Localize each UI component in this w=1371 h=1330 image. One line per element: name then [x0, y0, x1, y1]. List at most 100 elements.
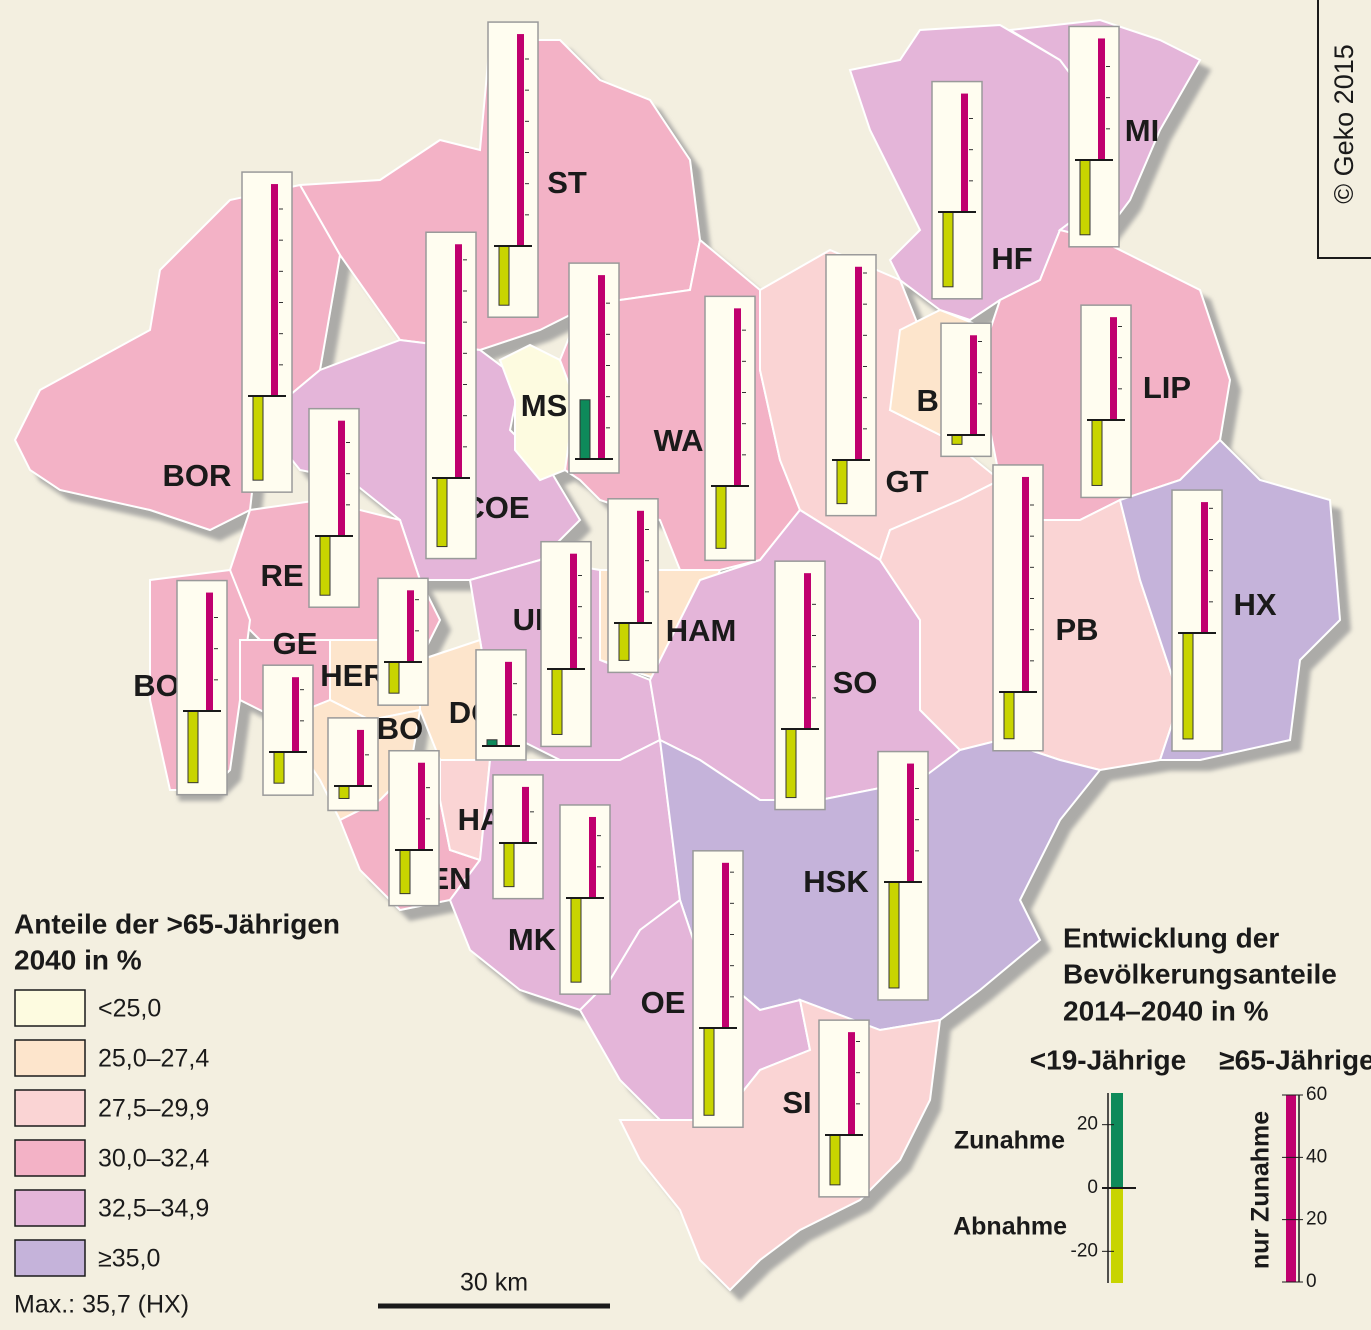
legend-class-label: ≥35,0	[98, 1245, 160, 1273]
bar-old	[570, 553, 577, 669]
legend-swatch	[14, 1189, 86, 1227]
legend-tick-label: 20	[1306, 1209, 1327, 1230]
scale-label: 30 km	[460, 1269, 528, 1297]
district-label: HAM	[666, 613, 737, 648]
district-label: GT	[885, 464, 928, 499]
legend-class-label: <25,0	[98, 995, 161, 1023]
bar-young	[785, 728, 797, 799]
bar-old	[722, 862, 729, 1028]
bar-young	[888, 881, 900, 989]
bar-young	[319, 535, 331, 596]
legend-swatch	[14, 989, 86, 1027]
chart-frame	[1080, 304, 1132, 499]
legend-tick-label: 0	[1306, 1271, 1317, 1292]
district-label: HF	[991, 241, 1032, 276]
district-label: GE	[273, 626, 318, 661]
bar-young	[273, 751, 285, 784]
chart-frame	[176, 579, 228, 796]
bar-young	[503, 842, 515, 888]
bar-young	[436, 477, 448, 548]
bar-young	[951, 434, 963, 445]
bar-old	[1098, 38, 1105, 161]
bar-young	[829, 1134, 841, 1186]
legend-title: 2040 in %	[14, 944, 142, 975]
legend-bar-decrease	[1111, 1188, 1123, 1283]
bar-old	[804, 573, 811, 729]
chart-frame	[487, 21, 539, 318]
bar-old	[907, 763, 914, 882]
bar-young	[187, 710, 199, 784]
district-label: HSK	[803, 864, 869, 899]
legend-class-label: 25,0–27,4	[98, 1045, 209, 1073]
chart-frame	[818, 1019, 870, 1198]
legend-swatch	[14, 1139, 86, 1177]
chart-frame	[931, 80, 983, 300]
chart-frame	[1171, 489, 1223, 752]
chart-frame	[262, 664, 314, 796]
district-label: PB	[1055, 612, 1098, 647]
chart-frame	[425, 231, 477, 560]
chart-frame	[540, 540, 592, 748]
bar-old	[1201, 502, 1208, 633]
legend-class-label: 30,0–32,4	[98, 1145, 209, 1173]
legend-swatch	[14, 1089, 86, 1127]
chart-frame	[692, 850, 744, 1129]
chart-frame	[940, 322, 992, 458]
copyright-box	[1317, 0, 1371, 259]
chart-frame	[704, 295, 756, 562]
chart-frame	[492, 774, 544, 900]
copyright: © Geko 2015	[1329, 44, 1359, 204]
bar-old	[522, 786, 529, 843]
bar-old	[517, 34, 524, 246]
legend-tick-label: 40	[1306, 1146, 1327, 1167]
district-label: BOR	[163, 458, 232, 493]
legend-swatch	[14, 1039, 86, 1077]
bar-young	[338, 785, 350, 799]
legend-swatch	[14, 1239, 86, 1277]
bar-young	[703, 1027, 715, 1116]
district-label: MK	[508, 922, 557, 957]
bar-old	[848, 1032, 855, 1135]
legend-bar-old	[1286, 1095, 1296, 1282]
bar-old	[970, 335, 977, 435]
bar-old	[734, 308, 741, 486]
district-label: SI	[782, 1085, 811, 1120]
bar-young	[1079, 159, 1091, 236]
bar-old	[637, 510, 644, 623]
legend-tick-label: -20	[1071, 1240, 1098, 1261]
bar-old	[1110, 317, 1117, 420]
district-label: OE	[641, 985, 686, 1020]
legend-title: Bevölkerungsanteile	[1063, 958, 1337, 989]
legend-label: <19-Jährige	[1030, 1044, 1186, 1075]
bar-old	[598, 275, 605, 459]
legend-bar-increase	[1111, 1093, 1123, 1188]
bar-young	[1182, 632, 1194, 740]
legend: Anteile der >65-Jährigen 2040 in % Max.:…	[14, 0, 1371, 1319]
bar-old	[418, 762, 425, 850]
legend-label: nur Zunahme	[1247, 1111, 1275, 1269]
bar-young	[1091, 419, 1103, 486]
legend-label: Abnahme	[953, 1213, 1067, 1241]
chart-frame	[774, 560, 826, 811]
chart-frame	[475, 649, 527, 761]
bar-old	[455, 244, 462, 478]
bar-young	[579, 399, 591, 460]
legend-title: Anteile der >65-Jährigen	[14, 908, 340, 939]
bar-young	[836, 459, 848, 505]
bar-young	[388, 661, 400, 694]
legend-label: Zunahme	[954, 1127, 1065, 1155]
legend-label: ≥65-Jährige	[1219, 1044, 1371, 1075]
chart-frame	[992, 464, 1044, 752]
bar-young	[715, 485, 727, 549]
bar-young	[399, 849, 411, 895]
legend-class-label: 32,5–34,9	[98, 1195, 209, 1223]
bar-old	[338, 420, 345, 536]
chart-frame	[568, 262, 620, 474]
chart-frame	[327, 717, 379, 812]
chart-frame	[877, 750, 929, 1001]
bar-young	[551, 668, 563, 735]
legend-title: Entwicklung der	[1063, 922, 1279, 953]
legend-class-label: 27,5–29,9	[98, 1095, 209, 1123]
chart-frame	[308, 407, 360, 608]
